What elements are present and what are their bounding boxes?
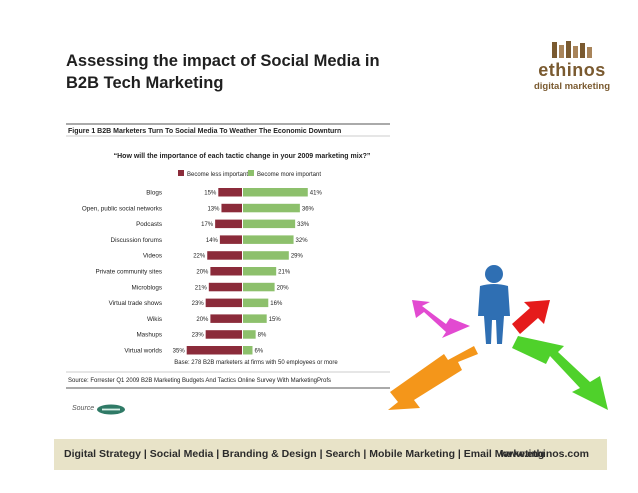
- bar-less-important: [221, 203, 242, 213]
- person-with-arrows-icon: [388, 265, 608, 410]
- bar-more-important: [243, 314, 267, 323]
- value-label-more: 15%: [269, 317, 282, 323]
- bar-less-important: [186, 346, 242, 355]
- value-label-more: 33%: [297, 222, 310, 228]
- bar-more-important: [243, 267, 277, 276]
- category-label: Mashups: [136, 332, 162, 339]
- bar-less-important: [208, 282, 242, 292]
- bar-more-important: [243, 346, 253, 355]
- logo-name: ethinos: [538, 60, 606, 80]
- value-label-less: 17%: [201, 222, 214, 228]
- chart-title: Figure 1 B2B Marketers Turn To Social Me…: [68, 128, 341, 135]
- legend-label-more: Become more important: [257, 172, 321, 178]
- value-label-more: 36%: [302, 206, 315, 212]
- logo-tagline: digital marketing: [533, 81, 610, 92]
- category-label: Private community sites: [96, 268, 163, 275]
- bar-less-important: [207, 251, 242, 260]
- legend-label-less: Become less important: [187, 172, 248, 178]
- bar-more-important: [243, 298, 269, 308]
- bar-more-important: [243, 330, 256, 339]
- ethinos-logo: ethinos digital marketing: [522, 40, 622, 98]
- value-label-more: 29%: [291, 254, 304, 260]
- footer-url: www.ethinos.com: [500, 448, 589, 460]
- bar-chart: Figure 1 B2B Marketers Turn To Social Me…: [66, 123, 390, 389]
- value-label-less: 14%: [206, 238, 219, 244]
- slide-title: Assessing the impact of Social Media in …: [66, 50, 426, 94]
- category-label: Videos: [143, 253, 162, 260]
- value-label-more: 6%: [254, 348, 263, 354]
- value-label-less: 23%: [192, 333, 205, 339]
- category-label: Virtual worlds: [124, 347, 162, 354]
- bar-less-important: [210, 314, 242, 323]
- value-label-less: 21%: [195, 285, 208, 291]
- category-label: Discussion forums: [111, 237, 162, 244]
- category-label: Open, public social networks: [82, 205, 162, 212]
- category-label: Microblogs: [132, 284, 162, 291]
- value-label-less: 22%: [193, 254, 206, 260]
- value-label-less: 35%: [173, 348, 186, 354]
- slide-title-line-2: B2B Tech Marketing: [66, 74, 224, 92]
- category-label: Virtual trade shows: [109, 300, 162, 307]
- value-label-more: 8%: [258, 333, 267, 339]
- legend-swatch-more: [248, 170, 254, 176]
- bar-less-important: [215, 219, 242, 229]
- value-label-more: 32%: [296, 238, 309, 244]
- bar-less-important: [205, 330, 242, 339]
- chart-subtitle: “How will the importance of each tactic …: [114, 153, 371, 160]
- bar-less-important: [219, 235, 242, 244]
- base-note: Base: 278 B2B marketers at firms with 50…: [174, 360, 338, 366]
- legend-swatch-less: [178, 170, 184, 176]
- ethinos-logo-blocks-icon: [552, 41, 592, 58]
- bar-more-important: [243, 219, 296, 229]
- figure-chart: Figure 1 B2B Marketers Turn To Social Me…: [64, 122, 392, 390]
- bar-more-important: [243, 235, 294, 244]
- value-label-less: 20%: [196, 269, 209, 275]
- forrester-logo-icon: [97, 404, 125, 415]
- value-label-less: 13%: [207, 206, 220, 212]
- slide-title-line-1: Assessing the impact of Social Media in: [66, 52, 380, 70]
- source-label: Source: [72, 405, 95, 412]
- footer-services: Digital Strategy | Social Media | Brandi…: [64, 448, 545, 460]
- value-label-more: 16%: [270, 301, 283, 307]
- value-label-less: 23%: [192, 301, 205, 307]
- bar-more-important: [243, 203, 300, 213]
- value-label-less: 15%: [204, 190, 217, 196]
- bar-more-important: [243, 188, 308, 197]
- bar-less-important: [205, 298, 242, 308]
- bar-more-important: [243, 251, 289, 260]
- bar-less-important: [210, 267, 242, 276]
- bar-more-important: [243, 282, 275, 292]
- bar-less-important: [218, 188, 242, 197]
- value-label-more: 21%: [278, 269, 291, 275]
- value-label-more: 41%: [310, 190, 323, 196]
- category-label: Wikis: [147, 316, 162, 323]
- footer-bar: Digital Strategy | Social Media | Brandi…: [54, 439, 607, 470]
- category-label: Blogs: [146, 189, 162, 196]
- category-label: Podcasts: [136, 221, 162, 228]
- value-label-less: 20%: [196, 317, 209, 323]
- value-label-more: 20%: [277, 285, 290, 291]
- source-note: Source: Forrester Q1 2009 B2B Marketing …: [68, 378, 331, 384]
